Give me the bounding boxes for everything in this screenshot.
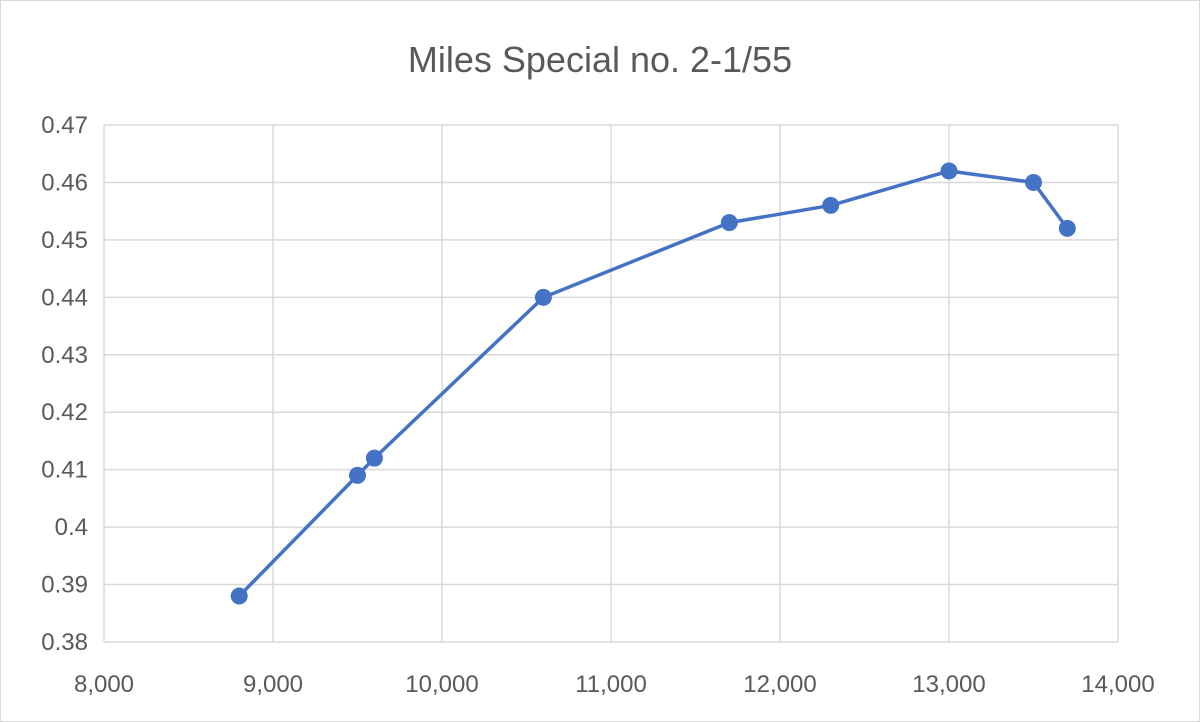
data-point[interactable] xyxy=(1025,173,1042,191)
data-point[interactable] xyxy=(940,162,958,180)
x-tick-label: 10,000 xyxy=(405,671,478,698)
x-tick-label: 13,000 xyxy=(912,671,985,698)
data-point[interactable] xyxy=(365,449,383,467)
y-axis-ticks: 0.38 0.39 0.4 0.41 0.42 0.43 0.44 0.45 0.46 0.47 xyxy=(41,112,88,656)
y-tick-label: 0.42 xyxy=(41,399,88,426)
y-tick-label: 0.44 xyxy=(41,284,88,311)
series-layer xyxy=(230,162,1076,605)
chart-title: Miles Special no. 2-1/55 xyxy=(408,39,792,80)
data-point[interactable] xyxy=(822,196,840,214)
y-tick-label: 0.46 xyxy=(41,169,88,196)
y-tick-label: 0.4 xyxy=(55,514,88,541)
data-point[interactable] xyxy=(1058,219,1076,237)
y-tick-label: 0.47 xyxy=(41,112,88,139)
x-tick-label: 12,000 xyxy=(743,671,816,698)
y-tick-label: 0.41 xyxy=(41,457,88,484)
data-point[interactable] xyxy=(230,587,248,605)
data-point[interactable] xyxy=(534,288,552,306)
x-tick-label: 8,000 xyxy=(74,671,134,698)
series-line xyxy=(237,169,1070,598)
x-tick-label: 14,000 xyxy=(1081,671,1154,698)
y-tick-label: 0.38 xyxy=(41,629,88,656)
data-point[interactable] xyxy=(720,214,738,232)
data-point[interactable] xyxy=(349,466,366,484)
y-tick-label: 0.39 xyxy=(41,572,88,599)
y-tick-label: 0.43 xyxy=(41,342,88,369)
x-axis-ticks: 8,000 9,000 10,000 11,000 12,000 13,000 14,000 xyxy=(74,671,1155,698)
grid-lines xyxy=(103,124,1119,643)
x-tick-label: 9,000 xyxy=(243,671,303,698)
x-tick-label: 11,000 xyxy=(575,671,647,698)
y-tick-label: 0.45 xyxy=(41,227,88,254)
